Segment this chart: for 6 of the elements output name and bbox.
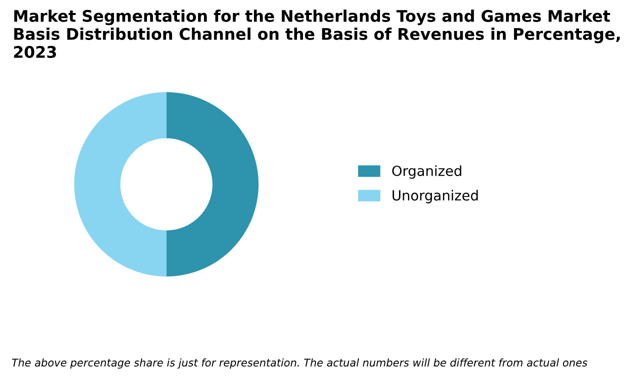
text: The above percentage share is just for representation. The actual numbers will be different from actual ones <box>12 358 588 369</box>
legend-label: Organized <box>392 165 462 179</box>
legend-label: Unorganized <box>392 190 478 204</box>
chart-title: Market Segmentation for the Netherlands Toys and Games Market Basis Distribution Channel on the Basis of Revenues in Percentage, 2023 <box>14 10 620 58</box>
donut-slice <box>74 92 166 276</box>
donut-slice <box>166 92 259 276</box>
